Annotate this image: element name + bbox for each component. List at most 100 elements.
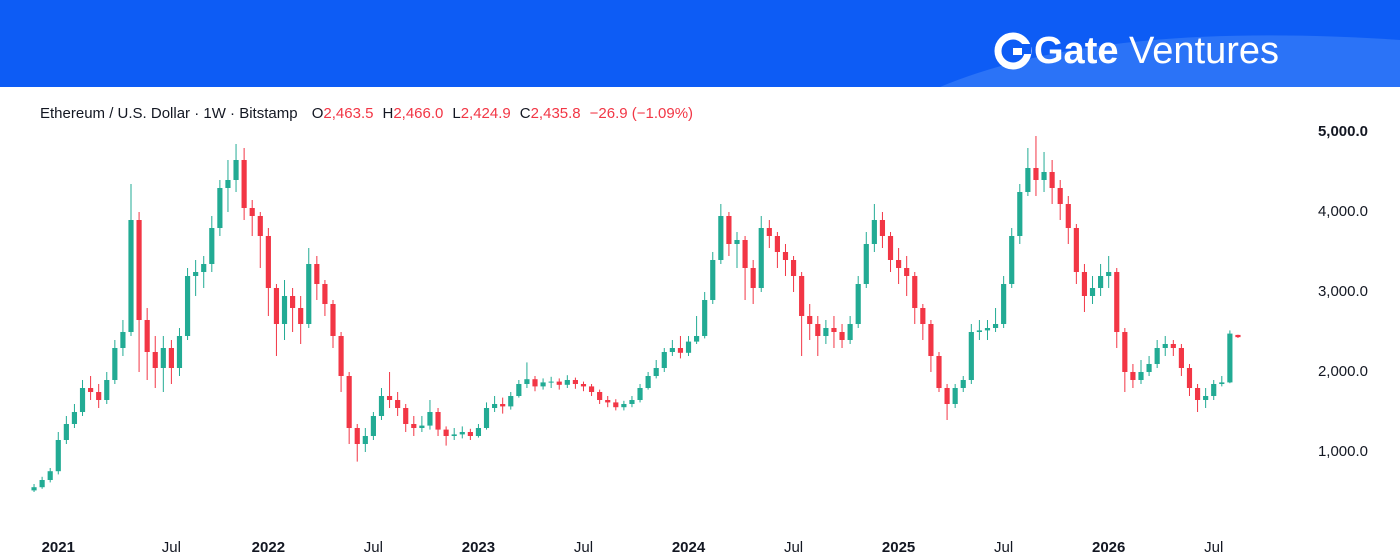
candle-body — [71, 412, 78, 424]
candle-body — [241, 160, 247, 208]
chart-header: Ethereum / U.S. Dollar · 1W · Bitstamp O… — [40, 105, 693, 122]
x-tick-label: 2026 — [1092, 539, 1125, 556]
symbol: Ethereum / U.S. Dollar · 1W · Bitstamp — [40, 105, 298, 122]
candle-body — [790, 260, 797, 276]
candle-body — [63, 424, 69, 440]
candle-body — [944, 388, 950, 404]
ohlc-value: 2,424.9 — [460, 105, 511, 122]
candle-body — [144, 320, 150, 352]
candle-body — [281, 296, 288, 324]
candle-body — [1170, 344, 1176, 348]
candle-body — [1009, 236, 1015, 284]
candle-body — [104, 380, 110, 400]
candle-body — [31, 487, 37, 491]
candle-body — [314, 264, 320, 284]
candle-body — [1001, 284, 1007, 324]
candle-body — [1227, 333, 1233, 383]
candle-body — [960, 380, 966, 388]
candle-body — [112, 348, 118, 380]
candle-body — [1130, 372, 1136, 380]
candle-body — [952, 388, 958, 404]
candle-body — [524, 379, 530, 384]
candle-body — [168, 348, 174, 368]
x-tick-label: Jul — [994, 539, 1013, 556]
candle-body — [766, 228, 772, 236]
candle-body — [403, 408, 409, 424]
candle-body — [1041, 172, 1047, 180]
candle-body — [346, 376, 352, 428]
x-tick-label: 2023 — [462, 539, 495, 556]
candle-body — [1194, 388, 1201, 400]
ohlc-label: H — [382, 105, 394, 122]
candle-body — [815, 324, 821, 336]
candle-body — [1106, 272, 1112, 276]
candle-body — [427, 412, 433, 426]
candle-body — [136, 220, 142, 320]
candle-body — [936, 356, 942, 388]
candle-body — [1186, 368, 1193, 388]
candle-body — [160, 348, 166, 368]
candle-body — [799, 276, 805, 316]
candle-body — [653, 368, 659, 376]
candle-body — [831, 328, 837, 332]
brand-name: Gate — [1034, 30, 1119, 72]
candle-body — [96, 392, 102, 400]
candle-body — [330, 304, 336, 336]
candle-body — [370, 416, 376, 436]
candle-body — [742, 240, 748, 268]
candle-body — [47, 471, 53, 480]
candle-body — [597, 392, 603, 400]
candle-body — [378, 396, 385, 416]
candle-body — [540, 382, 546, 387]
candle-body — [734, 240, 740, 244]
candle-body — [887, 236, 894, 260]
candle-body — [508, 396, 514, 407]
candle-body — [564, 380, 570, 385]
candle-body — [306, 264, 312, 324]
candle-body — [661, 352, 667, 368]
candle-body — [1098, 276, 1104, 288]
candle-body — [451, 434, 457, 436]
candle-body — [1162, 344, 1168, 348]
candle-body — [483, 408, 490, 428]
candle-body — [718, 216, 724, 260]
x-tick-label: 2025 — [882, 539, 915, 556]
candle-body — [1065, 204, 1071, 228]
candle-body — [39, 480, 45, 488]
chart: 5,000.0 4,000.0 3,000.0 2,000.0 1,000.0 2021 J… — [31, 123, 1368, 556]
candle-body — [1025, 168, 1031, 192]
candle-body — [184, 276, 191, 336]
y-tick-label: 5,000.0 — [1318, 123, 1368, 140]
ohlc-label: L — [452, 105, 461, 122]
candle-body — [588, 386, 595, 392]
candle-body — [572, 380, 578, 384]
candle-body — [920, 308, 926, 324]
x-tick-label: 2024 — [672, 539, 706, 556]
candle-body — [1081, 272, 1088, 296]
candle-body — [896, 260, 902, 268]
candle-body — [492, 404, 498, 408]
candle-body — [629, 400, 635, 404]
logo-icon — [994, 32, 1032, 70]
candle-body — [879, 220, 886, 236]
candle-body — [774, 236, 780, 252]
candle-body — [839, 332, 845, 340]
candle-body — [904, 268, 910, 276]
brand-suffix: Ventures — [1129, 30, 1280, 72]
candle-body — [1017, 192, 1023, 236]
candle-body — [79, 388, 86, 412]
x-tick-label: Jul — [1204, 539, 1223, 556]
candle-body — [1114, 272, 1120, 332]
logo-text: Gate Ventures — [1034, 28, 1279, 74]
candle-body — [669, 348, 675, 352]
candle-body — [847, 324, 853, 340]
candle-body — [338, 336, 344, 376]
x-tick-label: Jul — [574, 539, 593, 556]
candle-body — [823, 328, 829, 336]
candle-body — [694, 336, 700, 342]
candle-body — [322, 284, 328, 304]
candle-body — [467, 432, 473, 436]
banner-wave — [940, 35, 1400, 87]
candle-body — [556, 381, 562, 385]
candle-body — [702, 300, 708, 336]
